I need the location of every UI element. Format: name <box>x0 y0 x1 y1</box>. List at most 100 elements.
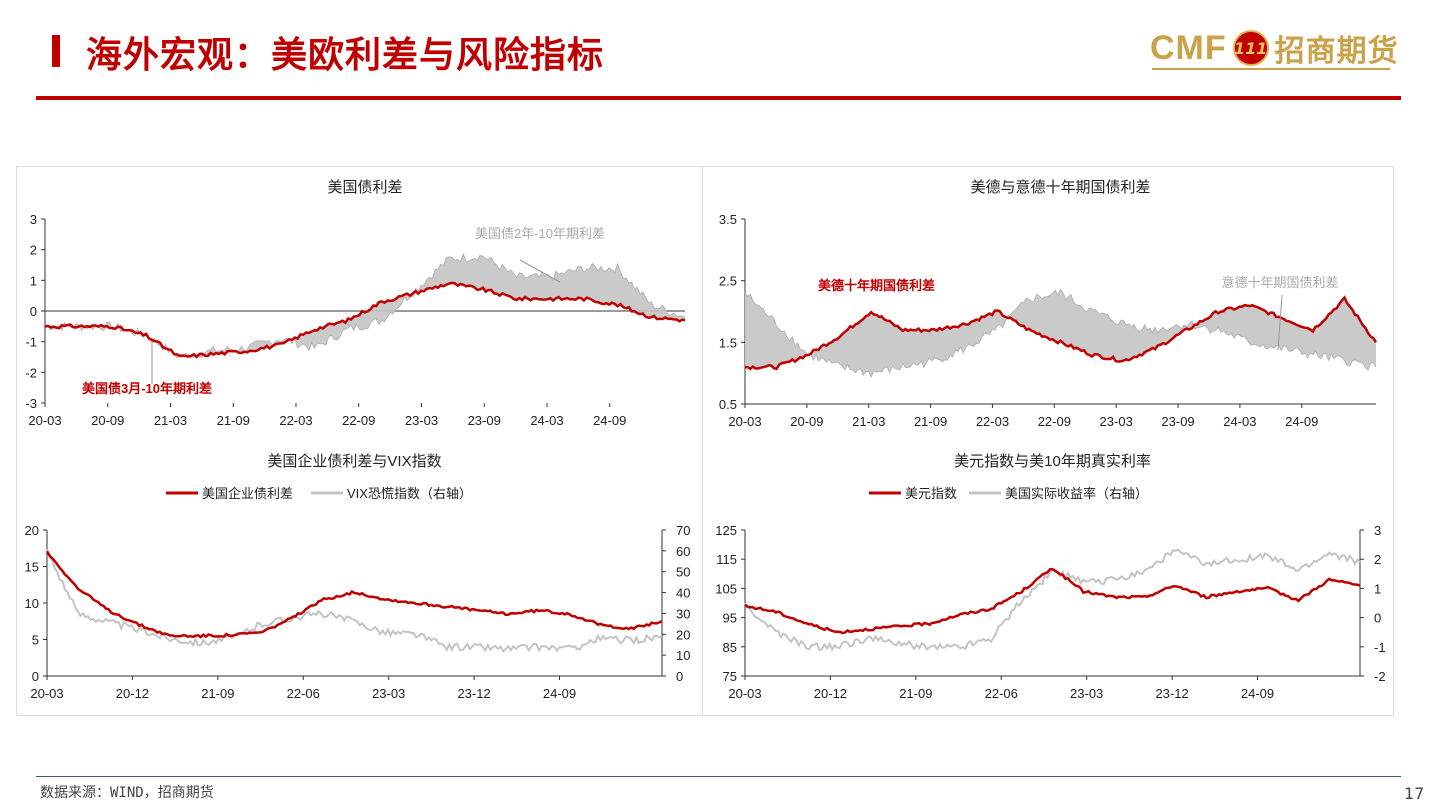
data-source-note: 数据来源：WIND，招商期货 <box>40 785 214 801</box>
chart-title: 美国企业债利差与VIX指数 <box>267 452 441 470</box>
x-tick-label: 22-09 <box>1038 414 1071 429</box>
company-logo: CMF 111 招商期货 <box>1150 26 1399 70</box>
x-tick-label: 23-12 <box>1155 686 1188 701</box>
series-line-美国实际收益率（右轴） <box>744 548 1361 652</box>
y2-tick-label: 0 <box>676 669 683 684</box>
x-tick-label: 23-03 <box>372 686 405 701</box>
logo-badge-icon: 111 <box>1232 30 1269 66</box>
logo-cn-text: 招商期货 <box>1274 34 1399 69</box>
y-tick-label: 10 <box>25 596 39 611</box>
y-tick-label: 85 <box>723 640 737 655</box>
series-annotation: 美德十年期国债利差 <box>818 278 935 293</box>
y-tick-label: 0.5 <box>719 397 737 412</box>
series-annotation: 意德十年期国债利差 <box>1221 275 1338 290</box>
x-tick-label: 24-09 <box>543 686 576 701</box>
y-tick-label: 3.5 <box>719 212 737 227</box>
x-tick-label: 20-09 <box>790 414 823 429</box>
x-tick-label: 24-03 <box>530 413 563 428</box>
x-tick-label: 21-03 <box>154 413 187 428</box>
y2-tick-label: -2 <box>1374 669 1386 684</box>
chart-title: 美元指数与美10年期真实利率 <box>954 452 1151 470</box>
y-tick-label: 20 <box>25 523 39 538</box>
x-tick-label: 20-12 <box>814 686 847 701</box>
chart-title: 美国债利差 <box>327 179 402 196</box>
y2-tick-label: 10 <box>676 648 690 663</box>
x-tick-label: 22-06 <box>287 686 320 701</box>
y2-tick-label: 70 <box>676 523 690 538</box>
charts-divider <box>702 166 703 716</box>
title-accent-bar <box>52 35 60 67</box>
x-tick-label: 21-09 <box>914 414 947 429</box>
logo-underline <box>1152 68 1390 70</box>
legend-label: 美元指数 <box>905 486 957 501</box>
series-band-意德十年期国债利差 <box>745 289 1376 377</box>
y2-tick-label: 1 <box>1374 581 1381 596</box>
legend-label: 美国实际收益率（右轴） <box>1005 486 1148 501</box>
y2-tick-label: 3 <box>1374 523 1381 538</box>
x-tick-label: 23-03 <box>405 413 438 428</box>
y-tick-label: 3 <box>30 212 37 227</box>
series-line-美国企业债利差 <box>45 550 663 639</box>
series-line-VIX恐慌指数（右轴） <box>46 548 663 653</box>
x-tick-label: 24-09 <box>1285 414 1318 429</box>
x-tick-label: 23-12 <box>457 686 490 701</box>
y-tick-label: 2.5 <box>719 274 737 289</box>
chart-title: 美德与意德十年期国债利差 <box>970 178 1150 196</box>
y-tick-label: 5 <box>32 633 39 648</box>
y2-tick-label: 2 <box>1374 552 1381 567</box>
page-title: 海外宏观：美欧利差与风险指标 <box>86 35 605 76</box>
y2-tick-label: 60 <box>676 544 690 559</box>
footer-divider <box>36 776 1401 777</box>
y2-tick-label: -1 <box>1374 640 1386 655</box>
annotation-leader-line <box>519 259 561 283</box>
logo-latin-text: CMF <box>1150 28 1227 67</box>
x-tick-label: 20-12 <box>116 686 149 701</box>
x-tick-label: 22-06 <box>985 686 1018 701</box>
legend-label: 美国企业债利差 <box>202 486 293 501</box>
x-tick-label: 24-03 <box>1223 414 1256 429</box>
x-tick-label: 20-09 <box>91 413 124 428</box>
y-tick-label: -1 <box>25 335 37 350</box>
y-tick-label: 2 <box>30 243 37 258</box>
series-annotation: 美国债3月-10年期利差 <box>82 381 212 396</box>
x-tick-label: 24-09 <box>1241 686 1274 701</box>
x-tick-label: 21-03 <box>852 414 885 429</box>
x-tick-label: 22-03 <box>279 413 312 428</box>
series-line-美元指数 <box>744 567 1361 635</box>
y-tick-label: 125 <box>715 523 737 538</box>
y-tick-label: 115 <box>716 552 737 567</box>
y-tick-label: 15 <box>25 560 39 575</box>
x-tick-label: 20-03 <box>728 686 761 701</box>
series-band-美国债2年-10年期利差 <box>45 254 685 359</box>
x-tick-label: 21-09 <box>217 413 250 428</box>
legend-label: VIX恐慌指数（右轴） <box>347 486 472 501</box>
x-tick-label: 20-03 <box>28 413 61 428</box>
series-annotation: 美国债2年-10年期利差 <box>475 226 605 241</box>
x-tick-label: 22-09 <box>342 413 375 428</box>
x-tick-label: 21-09 <box>201 686 234 701</box>
y2-tick-label: 30 <box>676 606 690 621</box>
y-tick-label: 95 <box>723 611 737 626</box>
x-tick-label: 23-03 <box>1070 686 1103 701</box>
x-tick-label: 21-09 <box>899 686 932 701</box>
x-tick-label: 20-03 <box>30 686 63 701</box>
y-tick-label: 1 <box>30 273 37 288</box>
x-tick-label: 20-03 <box>728 414 761 429</box>
series-line-意德十年期国债利差 <box>744 288 1377 378</box>
x-tick-label: 22-03 <box>976 414 1009 429</box>
series-line-美德十年期国债利差 <box>744 295 1378 371</box>
y-tick-label: 75 <box>723 669 737 684</box>
y-tick-label: 1.5 <box>719 335 737 350</box>
y2-tick-label: 50 <box>676 565 690 580</box>
header-divider <box>36 96 1401 100</box>
charts-frame <box>16 166 1394 716</box>
x-tick-label: 23-03 <box>1100 414 1133 429</box>
y-tick-label: 105 <box>715 581 737 596</box>
y2-tick-label: 40 <box>676 586 690 601</box>
y-tick-label: -3 <box>25 396 37 411</box>
y2-tick-label: 20 <box>676 627 690 642</box>
page-number: 17 <box>1404 784 1425 803</box>
annotation-leader-line <box>1277 294 1283 351</box>
x-tick-label: 23-09 <box>1161 414 1194 429</box>
